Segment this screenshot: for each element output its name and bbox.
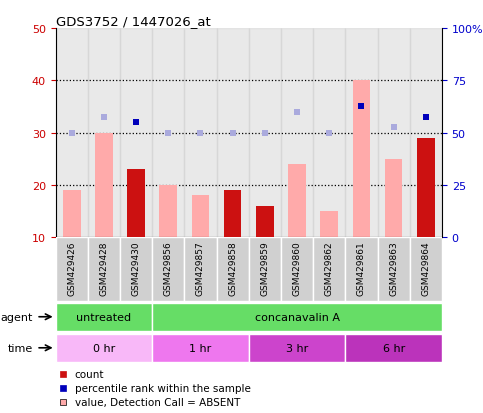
Text: untreated: untreated	[76, 312, 131, 322]
Text: GSM429864: GSM429864	[421, 241, 430, 295]
Bar	[56, 303, 152, 331]
Bar	[216, 237, 249, 301]
Bar	[249, 237, 281, 301]
Bar	[88, 237, 120, 301]
Bar	[224, 190, 242, 237]
Bar	[152, 29, 185, 237]
Bar	[120, 29, 152, 237]
Text: rank, Detection Call = ABSENT: rank, Detection Call = ABSENT	[75, 412, 235, 413]
Text: GSM429428: GSM429428	[99, 241, 108, 295]
Bar	[56, 237, 88, 301]
Text: GSM429857: GSM429857	[196, 241, 205, 295]
Text: GSM429861: GSM429861	[357, 241, 366, 295]
Bar	[345, 29, 378, 237]
Bar	[127, 170, 145, 237]
Text: GSM429859: GSM429859	[260, 241, 270, 295]
Text: 1 hr: 1 hr	[189, 343, 212, 353]
Bar	[410, 29, 442, 237]
Bar	[281, 29, 313, 237]
Text: value, Detection Call = ABSENT: value, Detection Call = ABSENT	[75, 397, 240, 408]
Bar	[385, 159, 402, 237]
Bar	[353, 81, 370, 237]
Text: GSM429863: GSM429863	[389, 241, 398, 295]
Bar	[378, 237, 410, 301]
Text: count: count	[75, 370, 104, 380]
Bar	[345, 237, 378, 301]
Bar	[313, 29, 345, 237]
Bar	[95, 133, 113, 237]
Bar	[63, 190, 81, 237]
Text: 6 hr: 6 hr	[383, 343, 405, 353]
Text: percentile rank within the sample: percentile rank within the sample	[75, 383, 251, 393]
Text: GSM429426: GSM429426	[67, 241, 76, 295]
Bar	[159, 185, 177, 237]
Bar	[320, 211, 338, 237]
Bar	[192, 196, 209, 237]
Text: GDS3752 / 1447026_at: GDS3752 / 1447026_at	[56, 15, 210, 28]
Bar	[152, 334, 249, 362]
Text: concanavalin A: concanavalin A	[255, 312, 340, 322]
Bar	[216, 29, 249, 237]
Bar	[120, 237, 152, 301]
Bar	[256, 206, 274, 237]
Bar	[313, 237, 345, 301]
Bar	[249, 29, 281, 237]
Text: time: time	[8, 343, 33, 353]
Text: GSM429856: GSM429856	[164, 241, 173, 295]
Text: 0 hr: 0 hr	[93, 343, 115, 353]
Bar	[56, 334, 152, 362]
Bar	[152, 237, 185, 301]
Bar	[410, 237, 442, 301]
Bar	[281, 237, 313, 301]
Bar	[152, 303, 442, 331]
Bar	[288, 164, 306, 237]
Text: GSM429860: GSM429860	[293, 241, 301, 295]
Bar	[185, 29, 216, 237]
Text: GSM429862: GSM429862	[325, 241, 334, 295]
Text: agent: agent	[0, 312, 33, 322]
Bar	[378, 29, 410, 237]
Bar	[185, 237, 216, 301]
Text: 3 hr: 3 hr	[286, 343, 308, 353]
Text: GSM429430: GSM429430	[131, 241, 141, 295]
Bar	[417, 138, 435, 237]
Bar	[249, 334, 345, 362]
Bar	[56, 29, 88, 237]
Bar	[345, 334, 442, 362]
Text: GSM429858: GSM429858	[228, 241, 237, 295]
Bar	[88, 29, 120, 237]
